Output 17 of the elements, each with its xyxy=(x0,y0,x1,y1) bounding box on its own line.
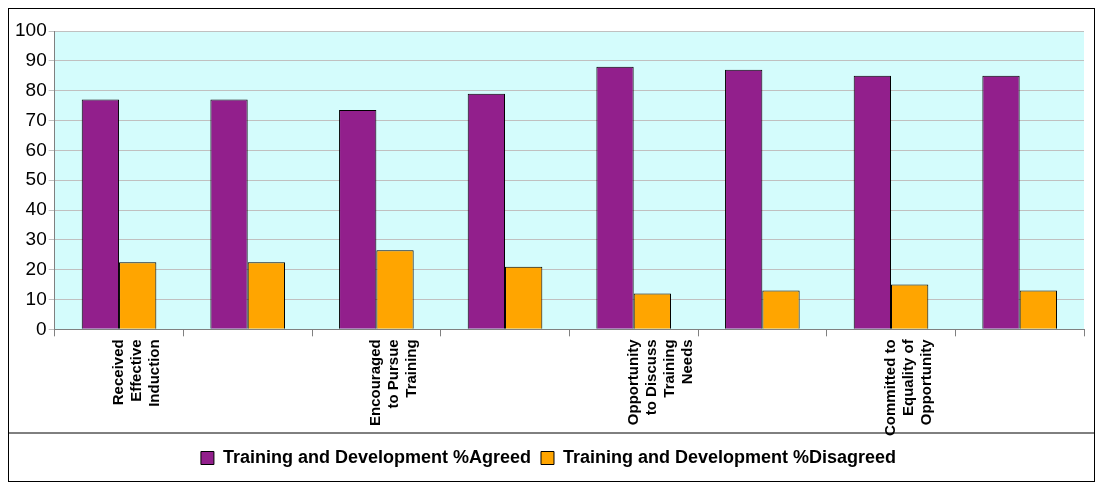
x-tick-label: Encouraged to Pursue Training xyxy=(366,339,420,427)
y-tick-label: 60 xyxy=(25,138,47,160)
y-tick-label: 30 xyxy=(25,228,47,250)
y-tick-label: 100 xyxy=(15,19,47,41)
y-tick-label: 90 xyxy=(25,49,47,71)
y-tick-label: 70 xyxy=(25,108,47,130)
y-tick-label: 20 xyxy=(25,257,47,279)
legend-label: Training and Development %Disagreed xyxy=(562,446,897,467)
x-tick-label: Opportunity to Discuss Training Needs xyxy=(623,338,695,426)
y-tick-label: 80 xyxy=(25,78,47,100)
y-tick-label: 0 xyxy=(36,317,47,339)
legend-label: Training and Development %Agreed xyxy=(222,446,531,467)
x-tick-label: Received Effective Induction xyxy=(109,339,163,407)
y-tick-label: 10 xyxy=(25,287,47,309)
x-tick-label: Committed to Equality of Opportunity xyxy=(881,338,935,437)
y-tick-label: 50 xyxy=(25,168,47,190)
y-tick-label: 40 xyxy=(25,198,47,220)
